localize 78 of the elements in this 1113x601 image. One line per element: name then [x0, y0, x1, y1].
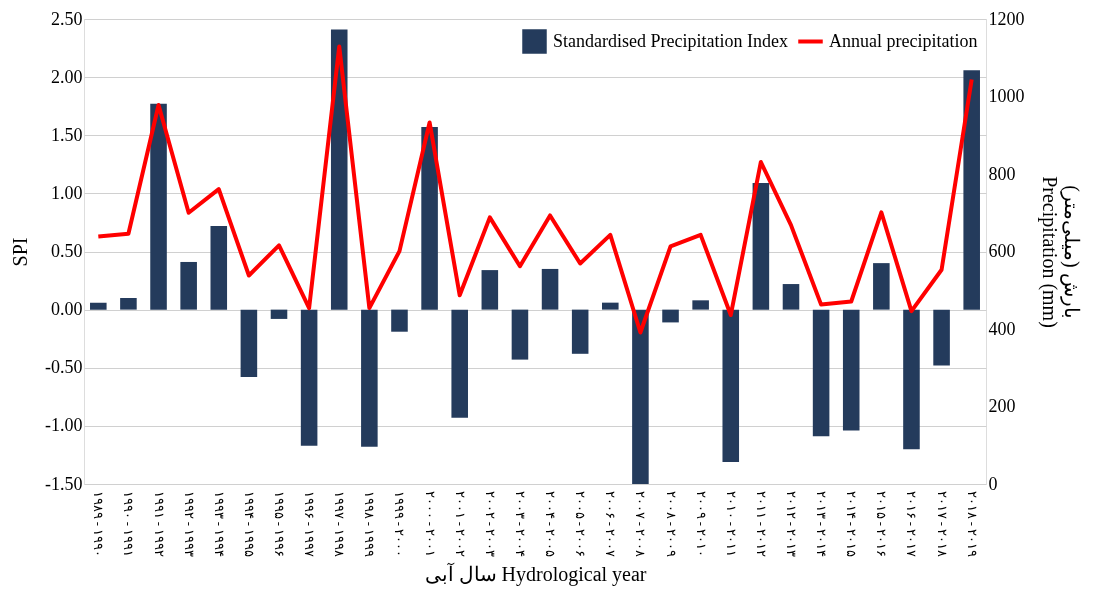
- bar: [150, 103, 167, 310]
- x-tick-label: ۱۹۸۹ - ۱۹۹۰: [91, 490, 107, 558]
- bar: [210, 225, 228, 310]
- bar: [873, 263, 890, 310]
- x-tick-label: ۲۰۱۱ - ۲۰۱۲: [753, 490, 769, 558]
- y2-tick-label: 600: [988, 241, 1016, 261]
- bar: [752, 182, 770, 310]
- x-tick-label: ۱۹۹۰ - ۱۹۹۱: [121, 490, 137, 558]
- x-axis-title: سال آبی Hydrological year: [424, 562, 647, 587]
- bar: [722, 309, 740, 462]
- bar: [120, 298, 137, 310]
- legend-label: Annual precipitation: [829, 30, 978, 51]
- y-tick-label: 1.00: [51, 182, 83, 203]
- bar: [180, 261, 197, 310]
- x-tick-label: ۱۹۹۳ - ۱۹۹۴: [211, 490, 227, 558]
- bar: [903, 309, 920, 450]
- legend-label: Standardised Precipitation Index: [553, 30, 788, 51]
- bar: [240, 309, 258, 378]
- bar: [692, 300, 709, 310]
- x-tick-label: ۲۰۰۱ - ۲۰۰۲: [452, 490, 468, 558]
- x-tick-label: ۱۹۹۷ - ۱۹۹۸: [332, 490, 348, 558]
- bar: [933, 309, 950, 366]
- y2-tick-label: 800: [988, 163, 1016, 184]
- x-tick-label: ۱۹۹۵ - ۱۹۹۶: [272, 490, 288, 558]
- y-tick-label: -1.00: [45, 415, 83, 436]
- bar: [541, 268, 559, 310]
- y2-tick-label: 1200: [988, 8, 1025, 29]
- x-tick-label: ۲۰۱۲ - ۲۰۱۳: [783, 490, 799, 558]
- y-tick-label: 0.50: [51, 241, 83, 261]
- bar: [481, 270, 499, 310]
- bar: [662, 309, 679, 323]
- x-tick-label: ۲۰۰۵ - ۲۰۰۶: [573, 490, 589, 558]
- y2-tick-label: 1000: [988, 86, 1025, 106]
- bar: [90, 302, 107, 310]
- y2-tick-label: 0: [988, 473, 998, 494]
- x-tick-label: ۲۰۰۷ - ۲۰۰۸: [633, 490, 649, 558]
- bar: [812, 309, 830, 437]
- x-tick-label: ۲۰۱۴ - ۲۰۱۵: [844, 490, 860, 558]
- x-tick-label: ۲۰۱۰ - ۲۰۱۱: [723, 490, 739, 558]
- y2-tick-label: 400: [988, 318, 1016, 339]
- y-tick-label: -1.50: [45, 473, 83, 494]
- x-tick-label: ۲۰۰۶ - ۲۰۰۷: [603, 490, 619, 558]
- x-tick-label: ۲۰۱۷ - ۲۰۱۸: [934, 490, 950, 558]
- x-tick-label: ۲۰۰۳ - ۲۰۰۴: [512, 490, 528, 558]
- bar: [511, 309, 529, 360]
- x-tick-label: ۲۰۱۵ - ۲۰۱۶: [874, 490, 890, 558]
- x-tick-label: ۲۰۰۴ - ۲۰۰۵: [543, 490, 559, 558]
- y-tick-label: 1.50: [51, 124, 83, 145]
- bar: [361, 309, 378, 447]
- x-tick-label: ۲۰۱۳ - ۲۰۱۴: [814, 490, 830, 558]
- bar: [602, 302, 619, 310]
- bar: [571, 309, 589, 354]
- x-tick-label: ۲۰۰۲ - ۲۰۰۳: [482, 490, 498, 558]
- bar: [632, 309, 649, 484]
- x-tick-label: ۱۹۹۶ - ۱۹۹۷: [302, 490, 318, 558]
- bar: [300, 309, 318, 446]
- bar: [451, 309, 468, 418]
- x-tick-label: ۱۹۹۲ - ۱۹۹۳: [181, 490, 197, 558]
- bar: [270, 309, 288, 319]
- x-tick-label: ۱۹۹۱ - ۱۹۹۲: [151, 490, 167, 558]
- x-tick-label: ۲۰۰۹ - ۲۰۱۰: [693, 490, 709, 558]
- y-tick-label: 2.50: [51, 8, 83, 29]
- bar: [842, 309, 860, 431]
- x-tick-label: ۲۰۱۸ - ۲۰۱۹: [964, 490, 980, 558]
- bar: [782, 284, 800, 310]
- y-tick-label: -0.50: [45, 357, 83, 378]
- y-tick-label: 2.00: [51, 66, 83, 87]
- x-tick-label: ۲۰۰۸ - ۲۰۰۹: [663, 490, 679, 558]
- bar: [391, 309, 408, 332]
- x-tick-label: ۱۹۹۴ - ۱۹۹۵: [241, 490, 257, 558]
- x-tick-label: ۱۹۹۹ - ۲۰۰۰: [392, 490, 408, 558]
- x-tick-label: ۱۹۹۸ - ۱۹۹۹: [362, 490, 378, 558]
- y-tick-label: 0.00: [51, 299, 83, 320]
- x-tick-label: ۲۰۰۰ - ۲۰۰۱: [422, 490, 438, 558]
- y-axis-title: SPI: [9, 237, 32, 267]
- bar: [963, 70, 980, 310]
- y2-tick-label: 200: [988, 396, 1016, 416]
- x-tick-label: ۲۰۱۶ - ۲۰۱۷: [904, 490, 920, 558]
